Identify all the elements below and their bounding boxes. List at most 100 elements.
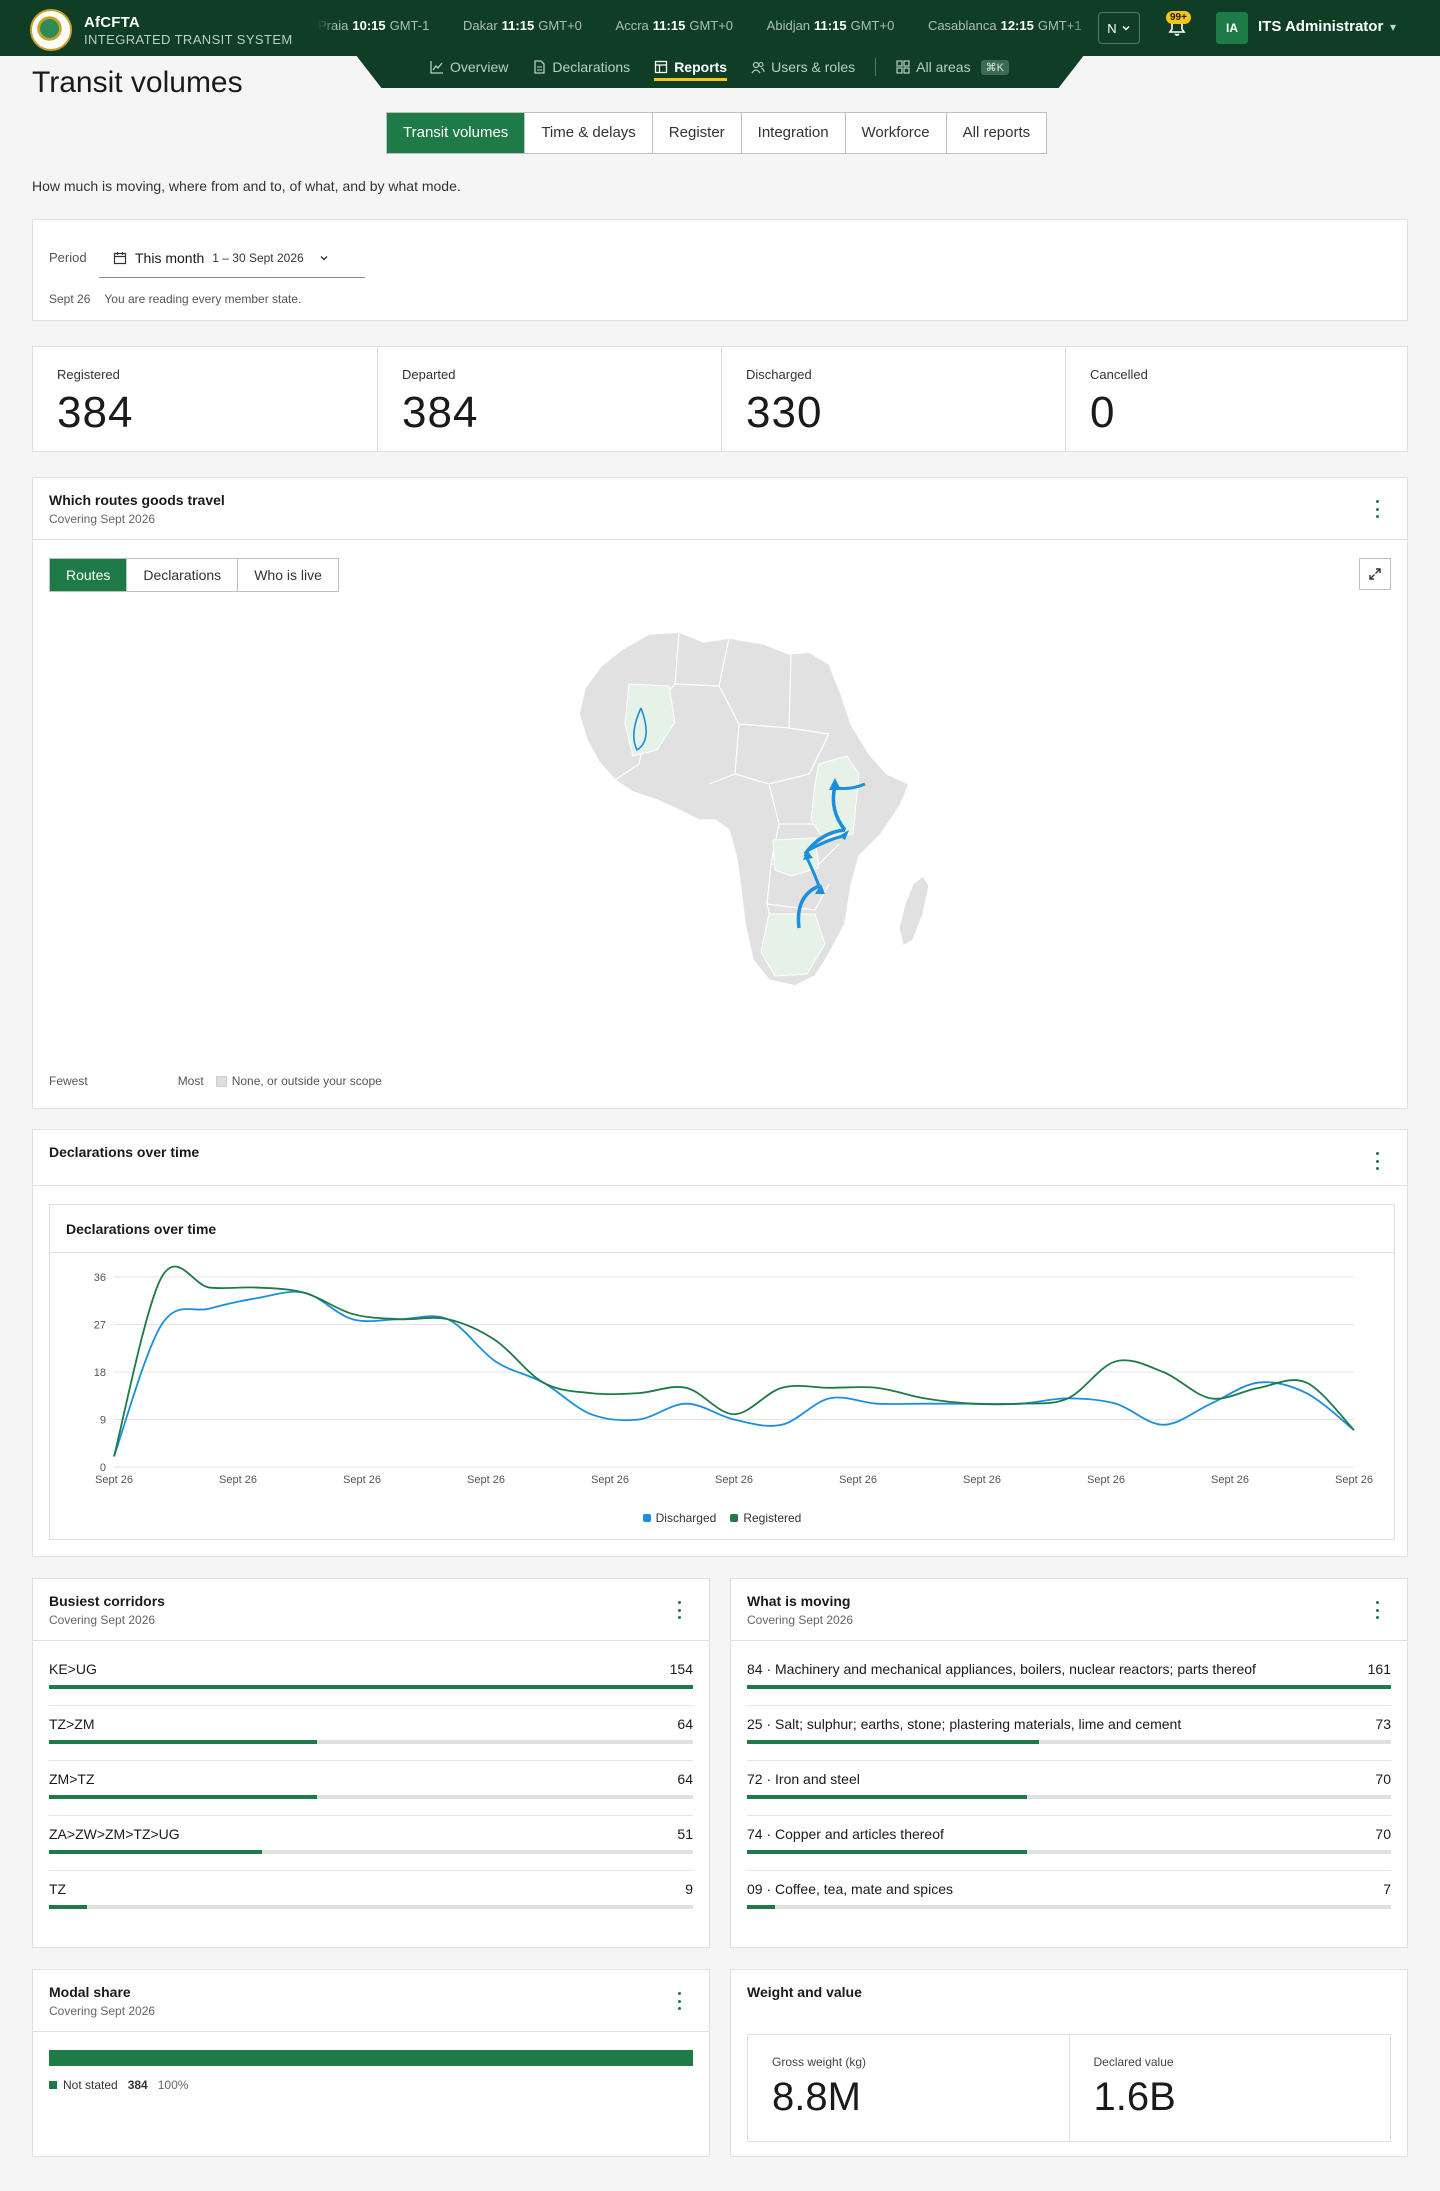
corridor-value: 51 <box>677 1826 693 1842</box>
card-subtitle: Covering Sept 2026 <box>49 2004 156 2018</box>
corridor-row[interactable]: KE>UG 154 <box>49 1651 693 1706</box>
corridor-label: ZA>ZW>ZM>TZ>UG <box>49 1826 180 1842</box>
top-bar: AfCFTA INTEGRATED TRANSIT SYSTEM Praia 10… <box>0 0 1440 56</box>
table-icon <box>655 60 668 74</box>
language-value: N <box>1107 20 1117 36</box>
tab-integration[interactable]: Integration <box>740 113 845 153</box>
commodity-bar <box>747 1685 1391 1689</box>
corridor-bar <box>49 1685 693 1689</box>
legend-none-swatch <box>215 1075 227 1087</box>
highlighted-country-zambia <box>772 837 820 877</box>
more-icon[interactable] <box>1369 1601 1385 1619</box>
commodity-row[interactable]: 25 · Salt; sulphur; earths, stone; plast… <box>747 1706 1391 1761</box>
corridor-row[interactable]: TZ 9 <box>49 1871 693 1926</box>
modal-share-bar <box>49 2050 693 2066</box>
routes-card: Which routes goods travel Covering Sept … <box>32 477 1408 1109</box>
card-title: Busiest corridors <box>49 1593 165 1609</box>
clock: Praia 10:15 GMT-1 <box>318 18 430 33</box>
declarations-chart-panel: Declarations over time 0 9 18 27 36 Sept 26 Se… <box>49 1204 1395 1540</box>
weight-value-grid: Gross weight (kg) 8.8M Declared value 1.… <box>747 2034 1391 2142</box>
main-nav: Overview Declarations Reports Users & ro… <box>418 52 1021 82</box>
x-tick-label: Sept 26 <box>1211 1474 1249 1486</box>
y-tick-label: 9 <box>100 1415 106 1427</box>
corridor-bar <box>49 1850 263 1854</box>
card-title: Which routes goods travel <box>49 492 225 508</box>
commodity-track <box>747 1740 1391 1744</box>
nav-overview[interactable]: Overview <box>418 52 520 82</box>
tab-time-delays[interactable]: Time & delays <box>524 113 652 153</box>
modal-share-card: Modal share Covering Sept 2026 Not state… <box>32 1969 710 2157</box>
corridor-label: KE>UG <box>49 1661 97 1677</box>
madagascar <box>898 875 930 947</box>
commodity-row[interactable]: 84 · Machinery and mechanical appliances… <box>747 1651 1391 1706</box>
corridor-value: 9 <box>685 1881 693 1897</box>
corridor-row[interactable]: TZ>ZM 64 <box>49 1706 693 1761</box>
segment-routes[interactable]: Routes <box>50 559 127 591</box>
y-tick-label: 27 <box>94 1320 106 1332</box>
commodity-track <box>747 1685 1391 1689</box>
brand[interactable]: AfCFTA INTEGRATED TRANSIT SYSTEM <box>30 9 293 51</box>
tab-register[interactable]: Register <box>651 113 741 153</box>
commodity-value: 70 <box>1375 1771 1391 1787</box>
chart-title: Declarations over time <box>50 1205 1394 1253</box>
gross-weight: Gross weight (kg) 8.8M <box>772 2055 867 2119</box>
corridor-row[interactable]: ZA>ZW>ZM>TZ>UG 51 <box>49 1816 693 1871</box>
y-tick-label: 0 <box>100 1462 106 1474</box>
commodity-label: 72 · Iron and steel <box>747 1771 860 1787</box>
commodity-row[interactable]: 09 · Coffee, tea, mate and spices 7 <box>747 1871 1391 1926</box>
more-icon[interactable] <box>1369 500 1385 518</box>
route-arrowhead <box>815 884 825 894</box>
segment-who-is-live[interactable]: Who is live <box>237 559 338 591</box>
chevron-down-icon[interactable]: ▾ <box>1390 20 1397 34</box>
app-subtitle: INTEGRATED TRANSIT SYSTEM <box>84 31 293 47</box>
tab-workforce[interactable]: Workforce <box>844 113 946 153</box>
shortcut-hint: ⌘K <box>980 59 1009 75</box>
commodity-row[interactable]: 72 · Iron and steel 70 <box>747 1761 1391 1816</box>
corridors-card: Busiest corridors Covering Sept 2026 KE>… <box>32 1578 710 1948</box>
segment-declarations[interactable]: Declarations <box>126 559 238 591</box>
commodity-bar <box>747 1740 1039 1744</box>
x-tick-label: Sept 26 <box>1087 1474 1125 1486</box>
nav-declarations[interactable]: Declarations <box>520 52 642 82</box>
nav-tray <box>352 50 1088 88</box>
corridor-value: 64 <box>677 1716 693 1732</box>
x-tick-label: Sept 26 <box>963 1474 1001 1486</box>
period-card: Period This month 1 – 30 Sept 2026 Sept … <box>32 219 1408 321</box>
user-name[interactable]: ITS Administrator <box>1258 18 1384 35</box>
nav-all-areas[interactable]: All areas ⌘K <box>884 52 1021 82</box>
more-icon[interactable] <box>671 1601 687 1619</box>
expand-icon[interactable] <box>1359 558 1391 590</box>
corridor-row[interactable]: ZM>TZ 64 <box>49 1761 693 1816</box>
clock: Casablanca 12:15 GMT+1 <box>927 18 1082 33</box>
tab-transit-volumes[interactable]: Transit volumes <box>387 113 525 153</box>
card-title: Declarations over time <box>49 1144 200 1160</box>
map-view-switch: Routes Declarations Who is live <box>49 558 339 592</box>
nav-users-roles[interactable]: Users & roles <box>739 52 867 82</box>
card-subtitle: Covering Sept 2026 <box>747 1613 854 1627</box>
corridor-track <box>49 1795 693 1799</box>
africa-route-map[interactable] <box>529 624 949 1064</box>
x-tick-label: Sept 26 <box>591 1474 629 1486</box>
y-tick-label: 18 <box>94 1367 106 1379</box>
commodity-row[interactable]: 74 · Copper and articles thereof 70 <box>747 1816 1391 1871</box>
kpi-departed: Departed 384 <box>377 347 721 451</box>
commodity-value: 73 <box>1375 1716 1391 1732</box>
modal-share-legend: Not stated 384 100% <box>49 2078 188 2092</box>
clock: Abidjan 11:15 GMT+0 <box>766 18 895 33</box>
tab-all-reports[interactable]: All reports <box>945 113 1047 153</box>
commodity-track <box>747 1850 1391 1854</box>
clock: Dakar 11:15 GMT+0 <box>462 18 582 33</box>
corridor-label: ZM>TZ <box>49 1771 95 1787</box>
commodity-label: 84 · Machinery and mechanical appliances… <box>747 1661 1256 1677</box>
language-select[interactable]: N <box>1098 12 1140 44</box>
x-tick-label: Sept 26 <box>1335 1474 1373 1486</box>
avatar[interactable]: IA <box>1216 12 1248 44</box>
afcfta-logo <box>30 9 72 51</box>
corridor-track <box>49 1905 693 1909</box>
more-icon[interactable] <box>671 1992 687 2010</box>
calendar-icon <box>113 251 127 264</box>
grid-icon <box>896 60 910 74</box>
more-icon[interactable] <box>1369 1152 1385 1170</box>
nav-reports[interactable]: Reports <box>642 52 739 82</box>
period-picker[interactable]: This month 1 – 30 Sept 2026 <box>99 238 365 278</box>
